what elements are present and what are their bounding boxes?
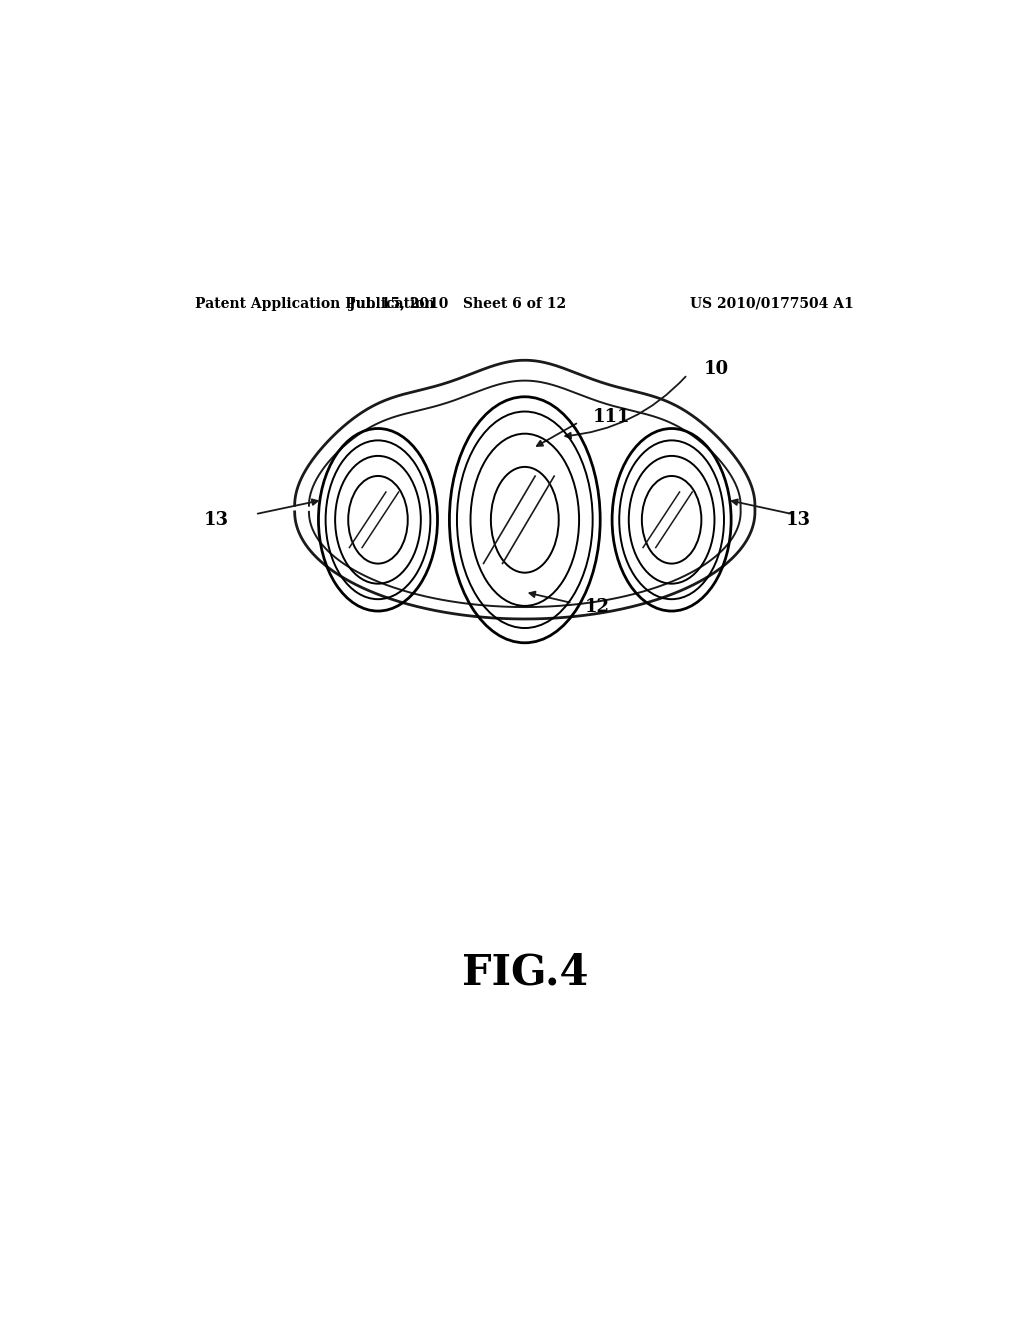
Text: 10: 10: [703, 360, 728, 378]
Text: 13: 13: [204, 511, 228, 529]
Text: 111: 111: [592, 408, 630, 425]
Text: US 2010/0177504 A1: US 2010/0177504 A1: [690, 297, 854, 312]
Text: Patent Application Publication: Patent Application Publication: [196, 297, 435, 312]
Text: 12: 12: [585, 598, 609, 616]
Text: FIG.4: FIG.4: [462, 952, 588, 993]
Text: Jul. 15, 2010   Sheet 6 of 12: Jul. 15, 2010 Sheet 6 of 12: [349, 297, 566, 312]
Text: 13: 13: [785, 511, 811, 529]
